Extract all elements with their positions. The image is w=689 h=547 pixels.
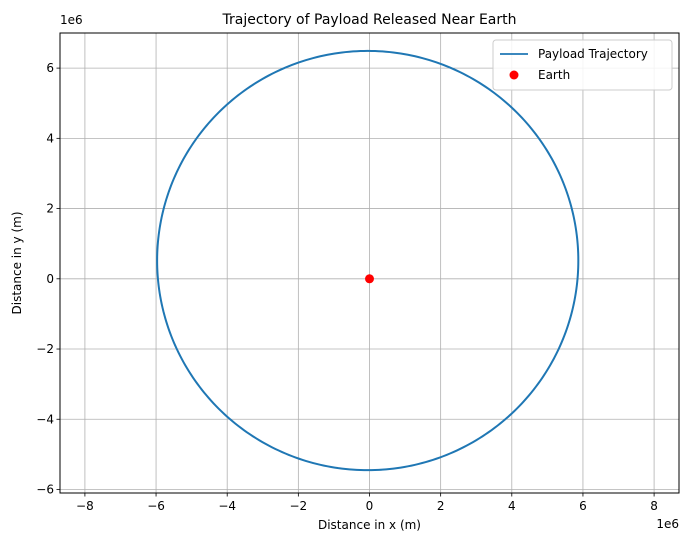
- x-axis-multiplier: 1e6: [656, 517, 679, 531]
- y-axis-label: Distance in y (m): [10, 211, 24, 314]
- ticks: −8 −6 −4 −2 0 2 4 6 8 −6 −4 −2 0 2 4 6: [36, 61, 658, 513]
- y-tick-label: −4: [36, 412, 54, 426]
- x-tick-label: −4: [218, 499, 236, 513]
- grid: [60, 33, 679, 493]
- y-tick-label: 6: [46, 61, 54, 75]
- y-tick-label: −6: [36, 482, 54, 496]
- x-tick-label: −2: [289, 499, 307, 513]
- chart-title: Trajectory of Payload Released Near Eart…: [221, 12, 516, 28]
- y-tick-label: 2: [46, 202, 54, 216]
- x-tick-label: −6: [147, 499, 165, 513]
- x-tick-label: 2: [437, 499, 445, 513]
- y-tick-label: −2: [36, 342, 54, 356]
- y-tick-label: 0: [46, 272, 54, 286]
- legend-box: [492, 39, 673, 91]
- y-tick-label: 4: [46, 131, 54, 145]
- plot-series: [156, 49, 580, 472]
- series-line-payload-trajectory: [156, 49, 580, 472]
- x-tick-label: 6: [579, 499, 587, 513]
- legend-label-payload-trajectory: Payload Trajectory: [538, 47, 648, 61]
- legend-dot-swatch: [509, 70, 519, 80]
- x-tick-label: 8: [650, 499, 658, 513]
- x-tick-label: 0: [366, 499, 374, 513]
- legend: Payload Trajectory Earth: [492, 39, 673, 91]
- y-axis-multiplier: 1e6: [60, 13, 83, 27]
- legend-label-earth: Earth: [538, 68, 570, 82]
- earth-point: [365, 274, 374, 284]
- x-tick-label: 4: [508, 499, 516, 513]
- x-tick-label: −8: [76, 499, 94, 513]
- x-axis-label: Distance in x (m): [318, 518, 421, 532]
